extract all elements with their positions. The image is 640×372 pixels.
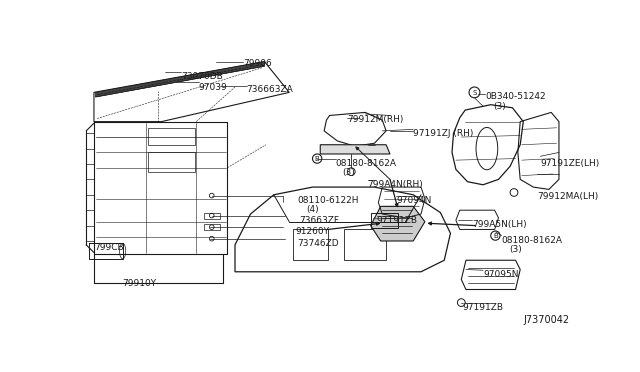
Text: (4): (4) <box>307 205 319 214</box>
Text: S: S <box>472 90 477 96</box>
Text: 73746ZD: 73746ZD <box>297 239 339 248</box>
Text: 799CB: 799CB <box>94 243 124 252</box>
Text: 97191ZB: 97191ZB <box>377 216 418 225</box>
Text: (3): (3) <box>342 168 355 177</box>
Text: 97039: 97039 <box>198 83 227 92</box>
Text: 97094N: 97094N <box>396 196 431 205</box>
Text: 08110-6122H: 08110-6122H <box>297 196 358 205</box>
Text: 79910Y: 79910Y <box>123 279 157 289</box>
FancyBboxPatch shape <box>204 224 220 230</box>
Text: B: B <box>493 233 498 239</box>
Polygon shape <box>371 206 425 241</box>
Polygon shape <box>320 145 390 154</box>
Text: J7370042: J7370042 <box>524 315 570 325</box>
Text: 79906: 79906 <box>243 58 271 67</box>
Text: 79912M(RH): 79912M(RH) <box>348 115 404 125</box>
Text: 73070DB: 73070DB <box>180 73 223 81</box>
Text: 97191ZJ (RH): 97191ZJ (RH) <box>413 129 474 138</box>
Text: B: B <box>315 156 319 162</box>
FancyBboxPatch shape <box>204 212 220 219</box>
Polygon shape <box>95 62 264 97</box>
Text: (3): (3) <box>509 245 522 254</box>
Text: (3): (3) <box>493 102 506 110</box>
Text: 97191ZE(LH): 97191ZE(LH) <box>540 158 600 168</box>
Text: 97191ZB: 97191ZB <box>463 302 504 312</box>
Text: 736663ZA: 736663ZA <box>246 85 293 94</box>
Text: 08180-8162A: 08180-8162A <box>502 235 563 245</box>
Text: 08180-8162A: 08180-8162A <box>336 158 397 168</box>
Text: 799A4N(RH): 799A4N(RH) <box>367 180 423 189</box>
Text: 79912MA(LH): 79912MA(LH) <box>537 192 598 202</box>
Text: 91260Y: 91260Y <box>296 227 330 236</box>
Text: 73663ZF: 73663ZF <box>300 216 339 225</box>
Text: 0B340-51242: 0B340-51242 <box>485 92 546 102</box>
Text: 799A5N(LH): 799A5N(LH) <box>472 220 527 229</box>
Text: 97095N: 97095N <box>483 270 518 279</box>
